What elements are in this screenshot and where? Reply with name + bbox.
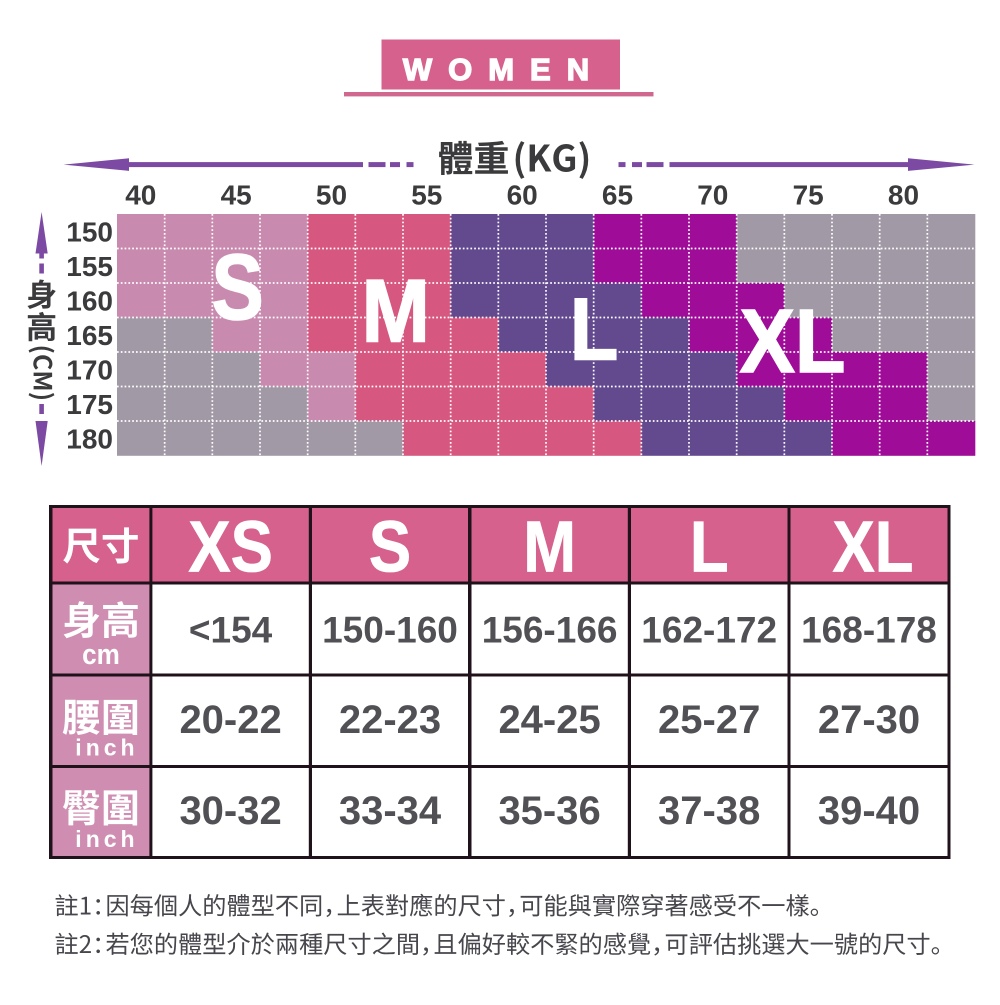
svg-text:150-160: 150-160	[322, 610, 458, 651]
svg-text:156-166: 156-166	[482, 610, 618, 651]
svg-text:XL: XL	[833, 508, 914, 588]
svg-text:S: S	[211, 236, 263, 340]
svg-text:162-172: 162-172	[641, 610, 777, 651]
svg-text:XL: XL	[740, 292, 846, 392]
svg-text:22-23: 22-23	[339, 698, 441, 742]
svg-text:165: 165	[66, 320, 113, 351]
svg-text:50: 50	[316, 180, 347, 211]
svg-text:45: 45	[221, 180, 252, 211]
svg-text:150: 150	[66, 216, 113, 247]
svg-text:40: 40	[125, 180, 156, 211]
svg-text:80: 80	[888, 180, 919, 211]
svg-text:M: M	[523, 508, 576, 588]
svg-text:175: 175	[66, 389, 113, 420]
svg-text:20-22: 20-22	[179, 698, 281, 742]
svg-text:L: L	[570, 279, 618, 378]
svg-text:180: 180	[66, 423, 113, 454]
svg-text:155: 155	[66, 251, 113, 282]
svg-text:27-30: 27-30	[818, 698, 920, 742]
svg-text:cm: cm	[82, 638, 120, 671]
svg-text:35-36: 35-36	[498, 789, 600, 833]
svg-text:25-27: 25-27	[658, 698, 760, 742]
svg-text:WOMEN: WOMEN	[403, 52, 605, 87]
svg-text:30-32: 30-32	[179, 789, 281, 833]
svg-text:55: 55	[411, 180, 442, 211]
svg-text:168-178: 168-178	[801, 610, 937, 651]
svg-text:37-38: 37-38	[658, 789, 760, 833]
svg-text:inch: inch	[75, 735, 138, 761]
svg-text:24-25: 24-25	[498, 698, 600, 742]
svg-text:60: 60	[507, 180, 538, 211]
svg-text:160: 160	[66, 285, 113, 316]
svg-text:XS: XS	[188, 508, 273, 588]
svg-text:L: L	[690, 508, 729, 588]
svg-text:M: M	[362, 262, 430, 361]
svg-text:75: 75	[793, 180, 824, 211]
svg-text:<154: <154	[189, 610, 273, 651]
svg-text:70: 70	[697, 180, 728, 211]
svg-text:170: 170	[66, 354, 113, 385]
svg-text:inch: inch	[75, 826, 138, 852]
svg-text:S: S	[369, 508, 411, 588]
svg-text:33-34: 33-34	[339, 789, 442, 833]
svg-text:65: 65	[602, 180, 633, 211]
svg-text:39-40: 39-40	[818, 789, 920, 833]
